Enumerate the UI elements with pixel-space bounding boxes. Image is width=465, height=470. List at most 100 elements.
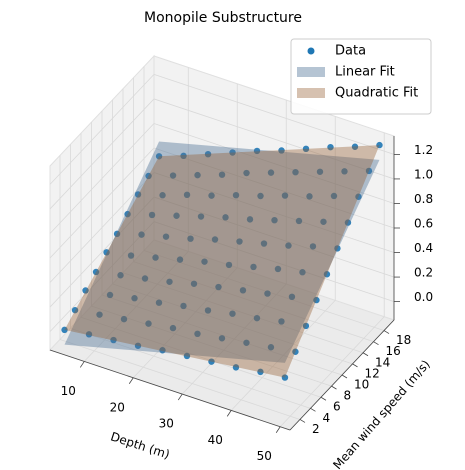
- data-point: [194, 330, 201, 338]
- data-point: [246, 216, 254, 223]
- x-axis: [49, 349, 291, 431]
- data-point: [103, 249, 110, 256]
- data-point: [295, 217, 303, 225]
- grid-line: [153, 98, 395, 180]
- data-point: [152, 254, 159, 261]
- tick-mark: [177, 393, 183, 401]
- grid-line: [153, 74, 395, 155]
- data-point: [334, 245, 341, 252]
- data-point: [229, 310, 236, 317]
- data-point: [124, 210, 131, 218]
- data-point: [173, 212, 180, 219]
- grid-line: [153, 123, 395, 204]
- data-point: [201, 258, 208, 265]
- grid-line: [59, 339, 301, 420]
- data-point: [320, 218, 327, 225]
- data-point: [302, 145, 310, 153]
- data-point: [82, 287, 89, 294]
- grid-line: [80, 316, 322, 398]
- grid-line: [49, 123, 155, 234]
- legend-marker: [297, 67, 325, 77]
- grid-line: [133, 261, 374, 343]
- fit-surface: [64, 141, 380, 363]
- data-point: [243, 169, 250, 177]
- data-point: [120, 315, 128, 323]
- grid-line: [91, 305, 332, 387]
- data-point: [225, 261, 233, 269]
- data-point: [159, 192, 166, 199]
- data-point: [260, 240, 268, 247]
- y-tick-label: 2: [312, 422, 320, 436]
- data-point: [281, 192, 289, 199]
- data-point: [278, 318, 285, 325]
- tick-mark: [79, 361, 85, 368]
- tick-mark: [275, 426, 281, 433]
- data-point: [110, 336, 117, 344]
- data-point: [267, 169, 275, 176]
- tick-mark: [331, 385, 337, 390]
- data-point: [138, 231, 145, 238]
- z-tick-label: 1.0: [414, 167, 433, 181]
- grid-line: [122, 272, 364, 354]
- data-point: [257, 192, 264, 200]
- tick-mark: [383, 330, 390, 334]
- y-tick-label: 14: [375, 355, 390, 369]
- grid-line: [101, 294, 343, 376]
- tick-mark: [320, 396, 327, 401]
- data-point: [232, 364, 240, 371]
- grid-line: [112, 283, 353, 365]
- data-point: [183, 352, 191, 360]
- y-tick-label: 16: [386, 344, 401, 358]
- data-point: [106, 291, 114, 299]
- y-tick-label: 8: [343, 389, 351, 403]
- data-point: [313, 296, 320, 304]
- data-point: [169, 172, 177, 179]
- data-point: [299, 269, 306, 276]
- y-axis-label: Mean wind speed (m/s): [330, 357, 432, 470]
- data-point: [232, 191, 240, 199]
- grid-line: [70, 327, 311, 409]
- data-point: [264, 290, 271, 297]
- data-point: [243, 339, 250, 346]
- data-point: [267, 344, 275, 351]
- data-point: [180, 302, 187, 310]
- data-point: [292, 348, 299, 355]
- grid-line: [49, 172, 155, 283]
- data-point: [376, 141, 383, 149]
- z-tick-label: 0.4: [414, 241, 433, 255]
- data-point: [180, 152, 187, 160]
- z-tick-label: 0.0: [414, 290, 433, 304]
- data-point: [148, 211, 156, 219]
- y-tick-label: 10: [354, 378, 369, 392]
- z-tick-label: 0.2: [414, 266, 433, 280]
- data-point: [229, 149, 236, 156]
- data-point: [253, 314, 261, 322]
- data-point: [113, 230, 121, 238]
- data-point: [302, 322, 310, 330]
- legend-label: Quadratic Fit: [335, 86, 418, 101]
- data-point: [169, 324, 177, 332]
- data-point: [155, 299, 163, 306]
- data-point: [190, 280, 198, 287]
- data-point: [155, 153, 163, 160]
- z-tick-label: 0.8: [414, 192, 433, 206]
- data-point: [176, 256, 184, 263]
- data-point: [141, 275, 149, 282]
- data-point: [211, 236, 219, 243]
- chart-title: Monopile Substructure: [144, 10, 302, 26]
- x-tick-label: 40: [208, 433, 223, 447]
- legend-box: [290, 38, 432, 115]
- data-point: [341, 168, 348, 175]
- grid-line: [153, 221, 395, 302]
- z-tick-label: 1.2: [414, 143, 433, 157]
- z-tick-label: 0.6: [414, 217, 433, 231]
- data-point: [71, 306, 79, 314]
- x-axis-label: Depth (m): [109, 429, 172, 461]
- data-point: [253, 147, 261, 155]
- data-point: [271, 216, 278, 224]
- data-point: [316, 168, 324, 175]
- grid-line: [49, 147, 155, 259]
- data-point: [285, 242, 292, 249]
- data-point: [131, 295, 138, 302]
- data-point: [274, 265, 282, 273]
